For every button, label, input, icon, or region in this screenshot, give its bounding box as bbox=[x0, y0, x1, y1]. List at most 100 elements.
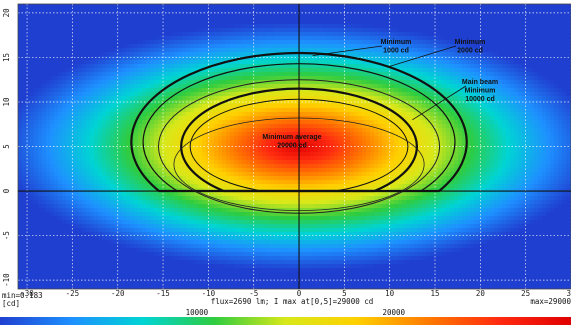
heatmap-cell bbox=[278, 104, 283, 109]
heatmap-cell bbox=[222, 32, 227, 37]
heatmap-cell bbox=[258, 76, 263, 81]
heatmap-cell bbox=[518, 116, 523, 121]
heatmap-cell bbox=[394, 16, 399, 21]
heatmap-cell bbox=[302, 96, 307, 101]
heatmap-cell bbox=[154, 16, 159, 21]
heatmap-cell bbox=[58, 68, 63, 73]
heatmap-cell bbox=[554, 116, 559, 121]
heatmap-cell bbox=[194, 68, 199, 73]
heatmap-cell bbox=[506, 8, 511, 13]
heatmap-cell bbox=[198, 92, 203, 97]
heatmap-cell bbox=[554, 100, 559, 105]
heatmap-cell bbox=[294, 108, 299, 113]
heatmap-cell bbox=[290, 72, 295, 77]
heatmap-cell bbox=[78, 140, 83, 145]
heatmap-cell bbox=[306, 60, 311, 65]
heatmap-cell bbox=[86, 16, 91, 21]
heatmap-cell bbox=[498, 100, 503, 105]
heatmap-cell bbox=[414, 32, 419, 37]
heatmap-cell bbox=[310, 20, 315, 25]
heatmap-cell bbox=[470, 32, 475, 37]
heatmap-cell bbox=[338, 92, 343, 97]
heatmap-cell bbox=[434, 60, 439, 65]
heatmap-cell bbox=[86, 112, 91, 117]
heatmap-cell bbox=[498, 76, 503, 81]
heatmap-cell bbox=[566, 84, 571, 89]
heatmap-cell bbox=[498, 88, 503, 93]
heatmap-cell bbox=[466, 76, 471, 81]
heatmap-cell bbox=[370, 36, 375, 41]
heatmap-cell bbox=[186, 76, 191, 81]
heatmap-cell bbox=[562, 136, 567, 141]
heatmap-cell bbox=[90, 92, 95, 97]
heatmap-cell bbox=[202, 20, 207, 25]
heatmap-cell bbox=[266, 96, 271, 101]
heatmap-cell bbox=[538, 76, 543, 81]
heatmap-cell bbox=[302, 8, 307, 13]
heatmap-cell bbox=[110, 136, 115, 141]
heatmap-cell bbox=[22, 64, 27, 69]
heatmap-cell bbox=[198, 128, 203, 133]
heatmap-cell bbox=[54, 84, 59, 89]
heatmap-cell bbox=[270, 144, 275, 149]
heatmap-cell bbox=[342, 28, 347, 33]
heatmap-cell bbox=[558, 44, 563, 49]
heatmap-cell bbox=[282, 96, 287, 101]
heatmap-cell bbox=[74, 16, 79, 21]
heatmap-cell bbox=[346, 28, 351, 33]
heatmap-cell bbox=[470, 92, 475, 97]
heatmap-cell bbox=[450, 20, 455, 25]
heatmap-cell bbox=[522, 60, 527, 65]
heatmap-cell bbox=[522, 80, 527, 85]
heatmap-cell bbox=[126, 120, 131, 125]
heatmap-cell bbox=[90, 84, 95, 89]
heatmap-cell bbox=[530, 100, 535, 105]
heatmap-cell bbox=[162, 24, 167, 29]
heatmap-cell bbox=[82, 16, 87, 21]
heatmap-cell bbox=[330, 48, 335, 53]
heatmap-cell bbox=[286, 64, 291, 69]
heatmap-cell bbox=[290, 96, 295, 101]
heatmap-cell bbox=[318, 132, 323, 137]
heatmap-cell bbox=[334, 88, 339, 93]
heatmap-cell bbox=[186, 100, 191, 105]
heatmap-cell bbox=[126, 76, 131, 81]
heatmap-cell bbox=[286, 52, 291, 57]
heatmap-cell bbox=[502, 24, 507, 29]
heatmap-cell bbox=[338, 112, 343, 117]
heatmap-cell bbox=[246, 68, 251, 73]
heatmap-cell bbox=[182, 92, 187, 97]
heatmap-cell bbox=[98, 52, 103, 57]
heatmap-cell bbox=[314, 68, 319, 73]
heatmap-cell bbox=[242, 128, 247, 133]
heatmap-cell bbox=[438, 116, 443, 121]
heatmap-cell bbox=[314, 36, 319, 41]
heatmap-cell bbox=[210, 52, 215, 57]
heatmap-cell bbox=[186, 24, 191, 29]
heatmap-cell bbox=[390, 12, 395, 17]
heatmap-cell bbox=[382, 68, 387, 73]
heatmap-cell bbox=[554, 140, 559, 145]
heatmap-cell bbox=[102, 60, 107, 65]
heatmap-cell bbox=[270, 4, 275, 9]
heatmap-cell bbox=[30, 24, 35, 29]
heatmap-cell bbox=[186, 60, 191, 65]
heatmap-cell bbox=[366, 20, 371, 25]
heatmap-cell bbox=[170, 84, 175, 89]
heatmap-cell bbox=[182, 116, 187, 121]
heatmap-cell bbox=[474, 36, 479, 41]
heatmap-cell bbox=[398, 108, 403, 113]
heatmap-cell bbox=[90, 96, 95, 101]
heatmap-cell bbox=[158, 40, 163, 45]
heatmap-cell bbox=[522, 52, 527, 57]
heatmap-cell bbox=[162, 144, 167, 149]
heatmap-cell bbox=[482, 8, 487, 13]
heatmap-cell bbox=[102, 76, 107, 81]
heatmap-cell bbox=[250, 76, 255, 81]
heatmap-cell bbox=[534, 124, 539, 129]
heatmap-cell bbox=[262, 28, 267, 33]
heatmap-cell bbox=[410, 44, 415, 49]
heatmap-cell bbox=[90, 128, 95, 133]
heatmap-cell bbox=[114, 44, 119, 49]
heatmap-cell bbox=[106, 48, 111, 53]
